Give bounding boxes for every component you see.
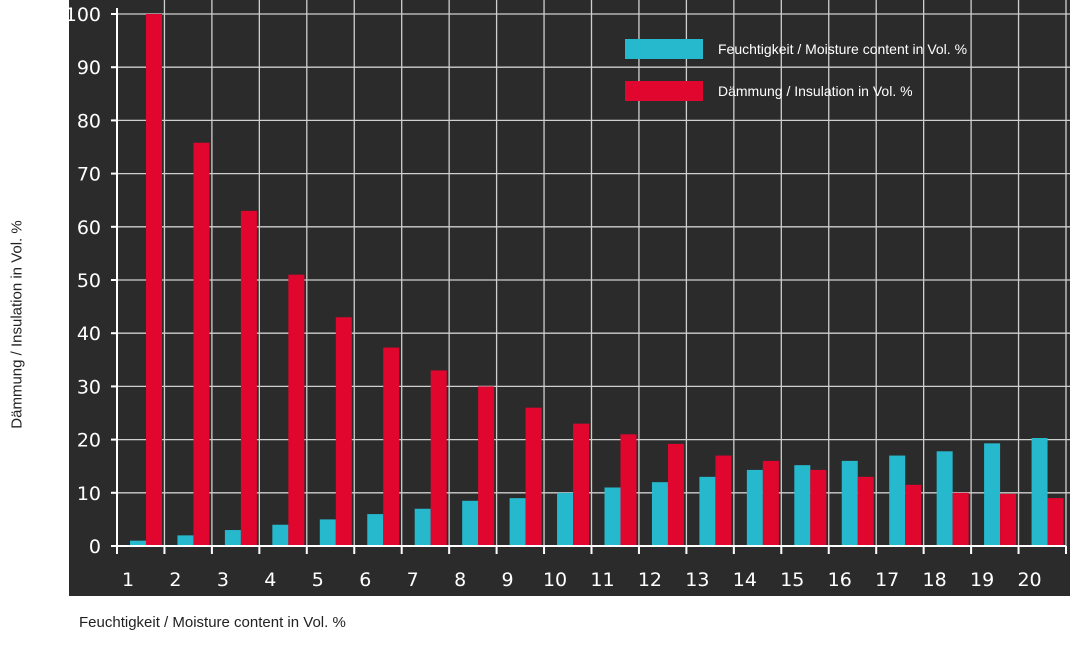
bar-insulation [1047, 498, 1064, 546]
bar-insulation [810, 469, 827, 546]
legend-swatch-moisture [625, 39, 703, 59]
y-tick-label: 30 [77, 376, 101, 398]
bar-insulation [240, 210, 257, 546]
y-tick-label: 60 [77, 217, 101, 239]
legend-swatch-insulation [625, 81, 703, 101]
y-tick-label: 90 [77, 57, 101, 79]
bar-moisture [509, 498, 526, 546]
x-tick-label: 1 [122, 569, 134, 591]
bars [130, 14, 1064, 546]
bar-moisture [319, 519, 336, 546]
x-tick-label: 18 [923, 569, 947, 591]
x-tick-label: 20 [1017, 569, 1041, 591]
x-axis-label: Feuchtigkeit / Moisture content in Vol. … [79, 614, 346, 631]
legend-label-moisture: Feuchtigkeit / Moisture content in Vol. … [718, 41, 968, 57]
bar-insulation [715, 455, 732, 546]
bar-moisture [130, 540, 146, 546]
bar-moisture [936, 451, 953, 546]
bar-moisture [984, 443, 1001, 546]
legend-item-moisture: Feuchtigkeit / Moisture content in Vol. … [625, 38, 967, 60]
bar-moisture [414, 508, 431, 546]
legend: Feuchtigkeit / Moisture content in Vol. … [625, 38, 967, 122]
bar-moisture [224, 530, 241, 546]
y-tick-label: 50 [77, 270, 101, 292]
legend-item-insulation: Dämmung / Insulation in Vol. % [625, 80, 967, 102]
bar-moisture [272, 524, 289, 546]
x-tick-label: 2 [169, 569, 181, 591]
bar-insulation [1000, 493, 1017, 546]
bar-moisture [367, 514, 384, 546]
x-tick-label: 14 [733, 569, 757, 591]
x-tick-label: 8 [454, 569, 466, 591]
bar-insulation [430, 370, 447, 546]
bar-insulation [762, 460, 779, 546]
legend-label-insulation: Dämmung / Insulation in Vol. % [718, 83, 913, 99]
bar-insulation [857, 476, 874, 546]
y-tick-label: 10 [77, 483, 101, 505]
bar-moisture [651, 482, 668, 546]
x-tick-label: 10 [543, 569, 567, 591]
bar-moisture [841, 460, 858, 546]
x-tick-label: 12 [638, 569, 662, 591]
x-tick-label: 17 [875, 569, 899, 591]
bar-moisture [746, 469, 763, 546]
bar-moisture [699, 476, 716, 546]
x-tick-label: 15 [780, 569, 804, 591]
grid [117, 0, 1070, 546]
x-tick-label: 5 [312, 569, 324, 591]
y-tick-label: 80 [77, 110, 101, 132]
bar-insulation [905, 484, 922, 546]
x-tick-label: 16 [828, 569, 852, 591]
y-axis-title: Dämmung / Insulation in Vol. % [6, 0, 28, 649]
x-tick-label: 7 [407, 569, 419, 591]
bar-insulation [478, 386, 495, 546]
bar-insulation [525, 407, 542, 546]
bar-moisture [604, 487, 621, 546]
y-tick-label: 70 [77, 164, 101, 186]
bar-insulation [193, 142, 210, 546]
bar-insulation [383, 347, 400, 546]
y-axis-label: Dämmung / Insulation in Vol. % [8, 220, 26, 429]
bar-moisture [794, 465, 811, 546]
bar-insulation [288, 274, 305, 546]
bar-moisture [889, 455, 906, 546]
bar-insulation [573, 423, 590, 546]
bar-moisture [177, 535, 194, 546]
y-tick-label: 100 [65, 4, 101, 26]
bar-insulation [335, 317, 352, 546]
x-tick-label: 4 [264, 569, 276, 591]
bar-insulation [146, 14, 162, 546]
y-tick-label: 40 [77, 323, 101, 345]
y-tick-label: 0 [89, 536, 101, 558]
bar-insulation [667, 443, 684, 546]
bar-moisture [462, 500, 479, 546]
x-tick-label: 11 [590, 569, 614, 591]
bar-moisture [557, 492, 574, 546]
x-tick-label: 13 [685, 569, 709, 591]
x-tick-label: 19 [970, 569, 994, 591]
y-tick-label: 20 [77, 430, 101, 452]
bar-insulation [620, 434, 637, 546]
bar-insulation [952, 492, 969, 546]
x-tick-label: 3 [217, 569, 229, 591]
bar-moisture [1031, 438, 1048, 546]
x-tick-label: 9 [502, 569, 514, 591]
x-tick-label: 6 [359, 569, 371, 591]
